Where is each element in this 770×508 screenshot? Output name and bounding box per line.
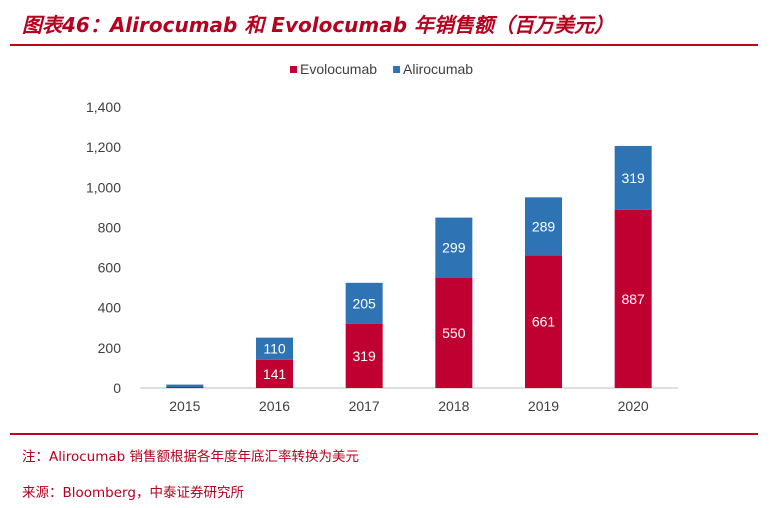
data-label-evolocumab: 887 [621, 291, 645, 307]
y-tick-label: 1,200 [86, 139, 121, 155]
y-tick-label: 600 [98, 260, 122, 276]
stacked-bar-chart: 0 200 400 600 800 1,000 1,200 1,400 2015 141 110 20… [86, 61, 678, 414]
data-label-alirocumab: 110 [263, 341, 286, 357]
source-note: 来源：Bloomberg，中泰证券研究所 [22, 485, 244, 501]
x-tick-label: 2018 [438, 398, 469, 414]
bar-alirocumab-2018 [435, 217, 473, 278]
data-label-evolocumab: 141 [263, 366, 287, 382]
bar-alirocumab-2017 [345, 282, 383, 324]
bar-evolocumab-2017 [345, 323, 383, 388]
y-tick-label: 1,000 [86, 179, 121, 195]
footer-divider [10, 433, 758, 435]
x-tick-label: 2019 [528, 398, 559, 414]
bar-alirocumab-2020 [614, 145, 652, 210]
y-tick-label: 200 [98, 340, 122, 356]
bar-evolocumab-2020 [614, 209, 652, 388]
bar-evolocumab-2015 [166, 386, 204, 388]
data-label-evolocumab: 661 [532, 314, 556, 330]
bar-alirocumab-2019 [525, 197, 562, 256]
y-tick-label: 1,400 [86, 99, 121, 115]
bar-evolocumab-2019 [525, 255, 562, 388]
data-label-alirocumab: 289 [532, 218, 556, 234]
legend-label-alirocumab: Alirocumab [403, 61, 473, 77]
footnote: 注：Alirocumab 销售额根据各年度年底汇率转换为美元 [22, 449, 360, 465]
bar-alirocumab-2015 [166, 384, 204, 387]
x-tick-label: 2016 [259, 398, 290, 414]
data-label-evolocumab: 550 [442, 325, 466, 341]
chart-title: 图表46：Alirocumab 和 Evolocumab 年销售额（百万美元） [22, 13, 615, 37]
data-label-alirocumab: 205 [352, 295, 376, 311]
x-tick-label: 2015 [169, 398, 200, 414]
legend-label-evolocumab: Evolocumab [300, 61, 377, 77]
legend-swatch-evolocumab [290, 66, 297, 73]
y-tick-label: 0 [113, 380, 121, 396]
y-tick-label: 800 [98, 219, 122, 235]
y-tick-label: 400 [98, 300, 122, 316]
legend-swatch-alirocumab [393, 66, 401, 73]
x-tick-label: 2020 [618, 398, 649, 414]
bar-evolocumab-2016 [256, 359, 293, 388]
data-label-evolocumab: 319 [352, 348, 376, 364]
bar-evolocumab-2018 [435, 277, 473, 388]
title-divider [10, 44, 758, 46]
bar-alirocumab-2016 [256, 337, 293, 360]
data-label-alirocumab: 319 [621, 170, 645, 186]
data-label-alirocumab: 299 [442, 240, 466, 256]
x-tick-label: 2017 [349, 398, 380, 414]
